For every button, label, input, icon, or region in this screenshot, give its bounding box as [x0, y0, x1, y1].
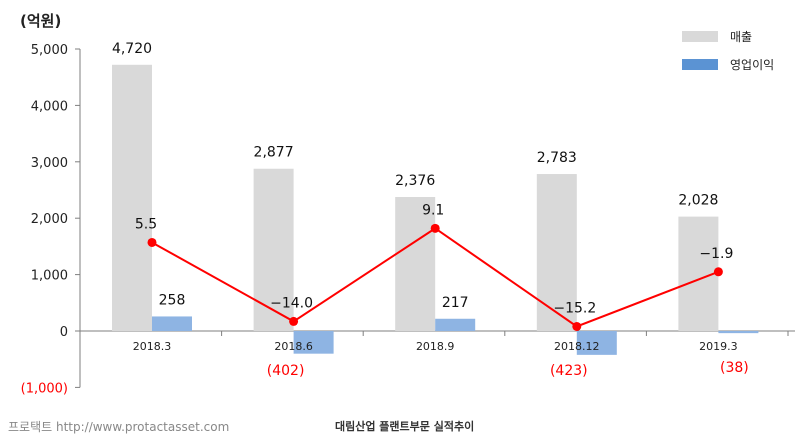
x-tick-label-4: 2019.3 [699, 340, 738, 353]
bar-sales-label-1: 2,877 [254, 145, 294, 161]
x-tick-label-1: 2018.6 [274, 340, 313, 353]
point-margin-label-1: −14.0 [270, 295, 313, 311]
bar-op-label-4: (38) [720, 360, 749, 376]
x-tick-label-0: 2018.3 [133, 340, 172, 353]
x-tick-label-2: 2018.9 [416, 340, 455, 353]
x-tick-label-3: 2018.12 [554, 340, 600, 353]
bar-sales-3 [536, 174, 577, 331]
bar-op-0 [152, 316, 192, 331]
legend-label-operating-profit: 영업이익 [730, 57, 775, 72]
y-tick-label-6: 5,000 [31, 43, 68, 58]
legend: 매출 영업이익 [682, 22, 774, 78]
y-tick-label-2: 1,000 [31, 269, 68, 284]
point-margin-label-2: 9.1 [422, 202, 444, 218]
bar-sales-label-0: 4,720 [112, 41, 152, 57]
bar-sales-label-4: 2,028 [678, 193, 718, 209]
bar-op-4 [718, 331, 759, 334]
y-tick-label-0: (1,000) [21, 381, 68, 396]
y-tick-label-3: 2,000 [31, 212, 68, 227]
point-margin-label-3: −15.2 [553, 300, 596, 316]
bar-sales-label-3: 2,783 [537, 150, 577, 166]
unit-label: (억원) [20, 12, 62, 30]
chart-caption: 대림산업 플랜트부문 실적추이 [335, 420, 475, 433]
point-margin-label-4: −1.9 [699, 246, 733, 262]
legend-swatch-sales [682, 30, 718, 42]
bar-op-3 [576, 331, 617, 355]
bar-sales-0 [112, 64, 152, 332]
bar-op-label-3: (423) [550, 363, 588, 379]
point-margin-4 [713, 267, 723, 277]
point-margin-3 [572, 321, 582, 331]
point-margin-1 [289, 316, 299, 326]
source-credit: 프로택트 http://www.protactasset.com [8, 420, 230, 434]
bar-op-label-1: (402) [267, 363, 305, 379]
bar-op-label-2: 217 [442, 295, 469, 311]
legend-swatch-operating-profit [682, 58, 718, 70]
y-tick-label-4: 3,000 [31, 156, 68, 171]
point-margin-2 [430, 223, 440, 233]
legend-item-sales: 매출 [682, 22, 774, 50]
legend-item-operating-profit: 영업이익 [682, 50, 774, 78]
legend-label-sales: 매출 [730, 29, 753, 44]
bar-op-1 [293, 331, 334, 354]
bar-sales-2 [395, 196, 436, 331]
y-tick-label-1: 0 [60, 325, 68, 340]
point-margin-label-0: 5.5 [135, 216, 157, 232]
point-margin-0 [147, 237, 157, 247]
bar-op-label-0: 258 [159, 292, 186, 308]
y-tick-label-5: 4,000 [31, 99, 68, 114]
bar-op-2 [435, 318, 476, 331]
bar-sales-label-2: 2,376 [395, 173, 435, 189]
